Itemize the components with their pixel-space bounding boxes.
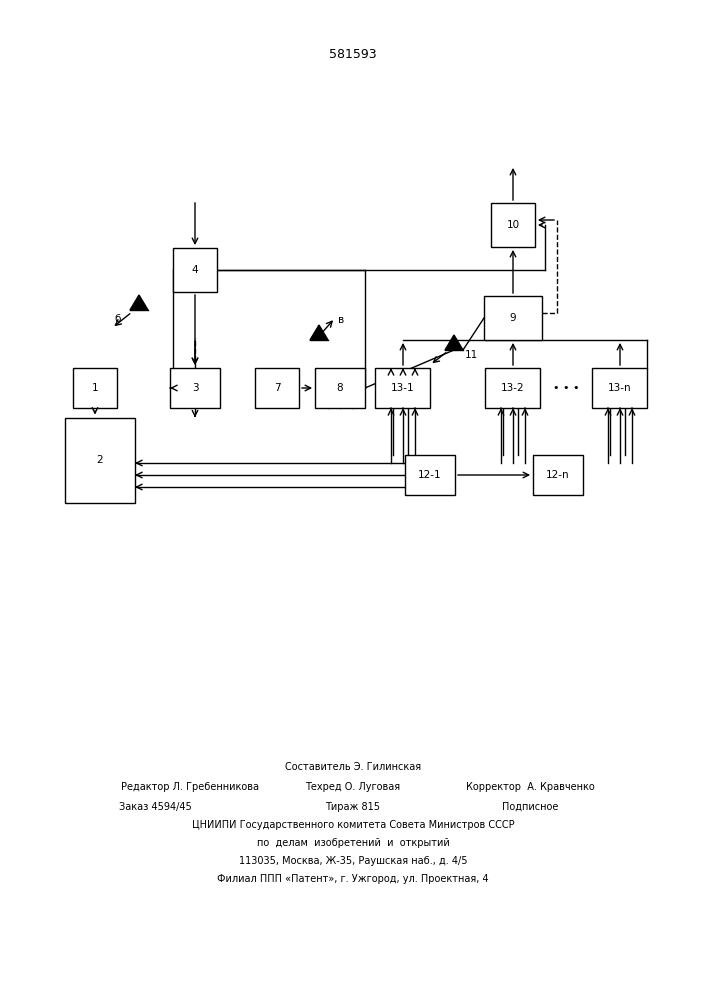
Polygon shape bbox=[310, 325, 328, 340]
Bar bbox=[484, 296, 542, 340]
Bar bbox=[533, 455, 583, 495]
Text: Филиал ППП «Патент», г. Ужгород, ул. Проектная, 4: Филиал ППП «Патент», г. Ужгород, ул. Про… bbox=[217, 874, 489, 884]
Bar bbox=[592, 368, 648, 408]
Text: 2: 2 bbox=[97, 455, 103, 465]
Bar bbox=[375, 368, 431, 408]
Text: Техред О. Луговая: Техред О. Луговая bbox=[305, 782, 401, 792]
Bar bbox=[73, 368, 117, 408]
Text: 9: 9 bbox=[510, 313, 516, 323]
Text: 3: 3 bbox=[192, 383, 198, 393]
Text: в: в bbox=[338, 315, 344, 325]
Polygon shape bbox=[445, 335, 463, 350]
Text: б: б bbox=[115, 314, 121, 324]
Text: Корректор  А. Кравченко: Корректор А. Кравченко bbox=[466, 782, 595, 792]
Text: Подписное: Подписное bbox=[502, 802, 559, 812]
Text: 581593: 581593 bbox=[329, 48, 377, 62]
Bar bbox=[255, 368, 299, 408]
Text: 8: 8 bbox=[337, 383, 344, 393]
Text: 13-1: 13-1 bbox=[391, 383, 415, 393]
Bar bbox=[491, 203, 535, 247]
Text: 12-n: 12-n bbox=[547, 470, 570, 480]
Text: 13-n: 13-n bbox=[608, 383, 632, 393]
Text: по  делам  изобретений  и  открытий: по делам изобретений и открытий bbox=[257, 838, 450, 848]
Bar bbox=[170, 368, 220, 408]
Text: 113035, Москва, Ж-35, Раушская наб., д. 4/5: 113035, Москва, Ж-35, Раушская наб., д. … bbox=[239, 856, 467, 866]
Bar bbox=[315, 368, 365, 408]
Text: • • •: • • • bbox=[554, 383, 580, 393]
Text: Составитель Э. Гилинская: Составитель Э. Гилинская bbox=[285, 762, 421, 772]
Bar bbox=[173, 248, 217, 292]
Text: Тираж 815: Тираж 815 bbox=[325, 802, 380, 812]
Bar bbox=[405, 455, 455, 495]
Text: 12-1: 12-1 bbox=[418, 470, 442, 480]
Text: ЦНИИПИ Государственного комитета Совета Министров СССР: ЦНИИПИ Государственного комитета Совета … bbox=[192, 820, 514, 830]
Text: 4: 4 bbox=[192, 265, 198, 275]
Text: Заказ 4594/45: Заказ 4594/45 bbox=[119, 802, 192, 812]
Text: 11: 11 bbox=[465, 350, 478, 360]
Text: Редактор Л. Гребенникова: Редактор Л. Гребенникова bbox=[121, 782, 259, 792]
Text: 10: 10 bbox=[506, 220, 520, 230]
Polygon shape bbox=[130, 295, 148, 310]
Bar bbox=[486, 368, 540, 408]
Text: 13-2: 13-2 bbox=[501, 383, 525, 393]
Bar bbox=[65, 418, 135, 502]
Text: 1: 1 bbox=[92, 383, 98, 393]
Text: 7: 7 bbox=[274, 383, 280, 393]
